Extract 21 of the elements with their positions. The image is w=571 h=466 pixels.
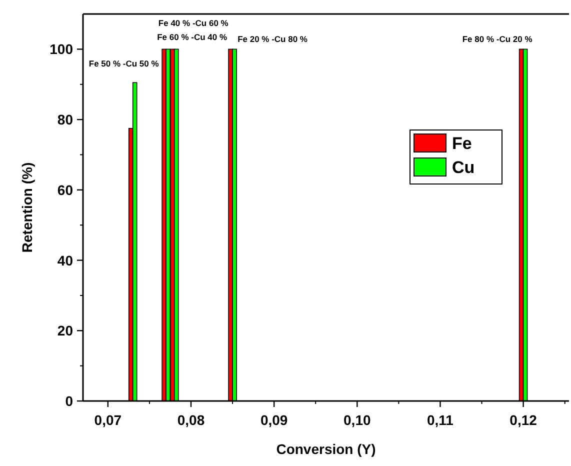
legend-label: Fe [452,134,472,153]
y-tick-label: 0 [65,393,74,409]
annotation: Fe 60 % -Cu 40 % [157,32,228,42]
annotation: Fe 40 % -Cu 60 % [158,18,229,28]
x-tick-label: 0,09 [260,412,288,428]
y-tick-label: 60 [57,182,74,198]
y-tick-label: 80 [57,112,74,128]
x-axis-title: Conversion (Y) [276,441,376,457]
x-tick-label: 0,08 [177,412,205,428]
x-tick-label: 0,10 [344,412,371,428]
x-tick-label: 0,07 [94,412,122,428]
y-tick-label: 20 [57,322,74,339]
y-axis-title: Retention (%) [19,162,35,253]
annotation: Fe 20 % -Cu 80 % [238,34,308,44]
x-tick-label: 0,11 [426,412,454,428]
y-tick-label: 100 [50,41,74,58]
legend-label: Cu [452,158,475,177]
x-tick-label: 0,12 [510,412,538,428]
annotation: Fe 80 % -Cu 20 % [462,34,533,44]
y-tick-label: 40 [57,252,74,268]
annotation: Fe 50 % -Cu 50 % [88,58,160,69]
